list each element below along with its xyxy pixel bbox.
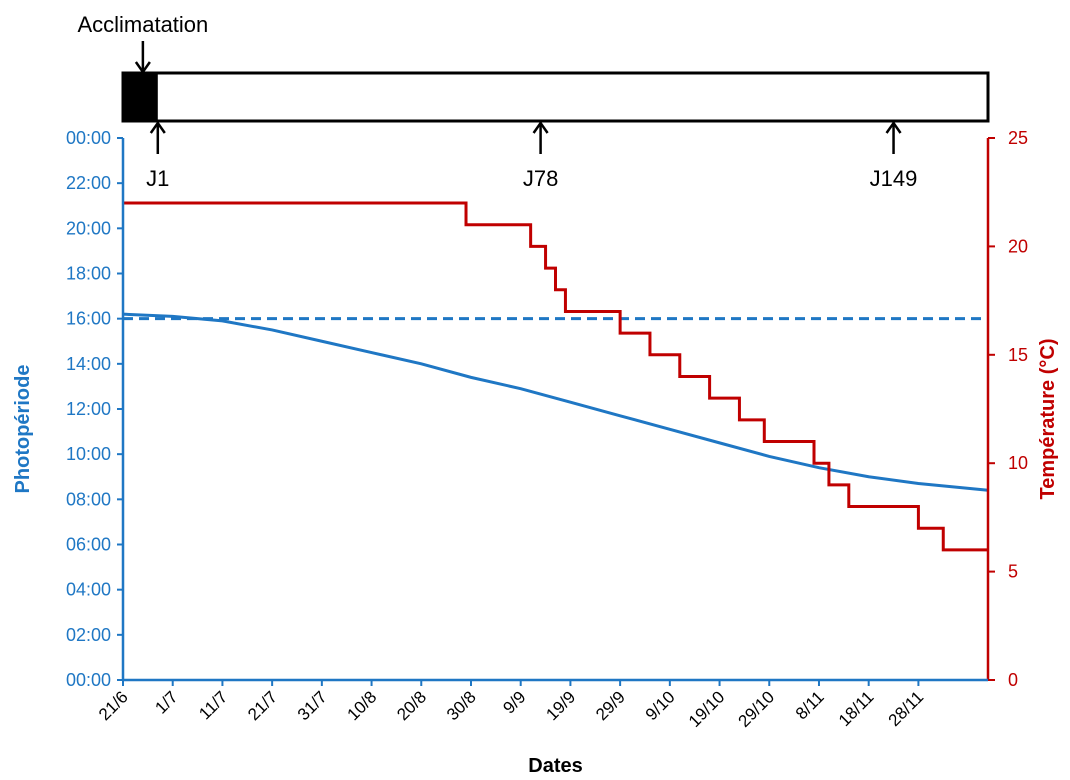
timeline: Acclimatation J1 J78 J149 [77,12,990,191]
x-tick-label: 10/8 [344,687,381,724]
x-tick-label: 20/8 [393,687,430,724]
marker-label-J1: J1 [146,166,169,191]
left-tick-label: 20:00 [66,218,111,238]
marker-label-J149: J149 [870,166,918,191]
left-tick-label: 04:00 [66,580,111,600]
axes-layer [121,138,990,682]
marker-label-J78: J78 [523,166,558,191]
right-tick-label: 0 [1008,670,1018,690]
x-tick-label: 28/11 [885,687,928,730]
x-tick-label: 8/11 [792,687,828,723]
right-tick-label: 20 [1008,236,1028,256]
acclimatation-period [123,73,158,121]
left-tick-label: 12:00 [66,399,111,419]
left-tick-label: 22:00 [66,173,111,193]
right-tick-label: 15 [1008,345,1028,365]
right-axis-title: Température (°C) [1037,339,1059,500]
left-tick-label: 16:00 [66,309,111,329]
temperature-series [123,201,988,552]
left-tick-label: 18:00 [66,264,111,284]
x-axis-title: Dates [528,755,582,777]
series-layer [122,201,989,552]
left-tick-label: 10:00 [66,444,111,464]
right-tick-label: 5 [1008,562,1018,582]
x-tick-label: 9/10 [642,687,679,724]
ticks-layer: 00:00 02:00 04:00 06:00 08:00 10:00 12:00 14:00… [66,128,1028,731]
x-tick-label: 29/9 [592,687,629,724]
x-tick-label: 21/6 [95,687,132,724]
left-tick-label: 00:00 [66,670,111,690]
timeline-bar [121,71,990,123]
left-tick-label: 00:00 [66,128,111,148]
x-tick-label: 19/9 [542,687,579,724]
x-tick-label: 29/10 [735,687,779,731]
marker-arrow-J1 [149,120,166,154]
x-tick-label: 19/10 [685,687,729,731]
x-tick-label: 11/7 [195,687,231,723]
x-tick-label: 21/7 [244,687,281,724]
x-tick-label: 1/7 [151,687,181,717]
right-tick-label: 10 [1008,453,1028,473]
x-tick-label: 18/11 [835,687,878,730]
arrow-head [885,120,902,134]
photoperiod-series [122,312,989,492]
left-tick-label: 08:00 [66,489,111,509]
acclimatation-label: Acclimatation [77,12,208,37]
arrow-head [149,120,166,134]
left-tick-label: 06:00 [66,535,111,555]
arrow-head [532,120,549,134]
x-tick-label: 31/7 [294,687,331,724]
left-axis-title: Photopériode [12,365,34,494]
marker-arrow-J78 [532,120,549,154]
acclimatation-arrow [134,41,151,75]
right-tick-label: 25 [1008,128,1028,148]
arrow-head [134,61,151,75]
x-tick-label: 9/9 [499,687,529,717]
left-tick-label: 14:00 [66,354,111,374]
x-tick-label: 30/8 [443,687,480,724]
marker-arrow-J149 [885,120,902,154]
left-tick-label: 02:00 [66,625,111,645]
